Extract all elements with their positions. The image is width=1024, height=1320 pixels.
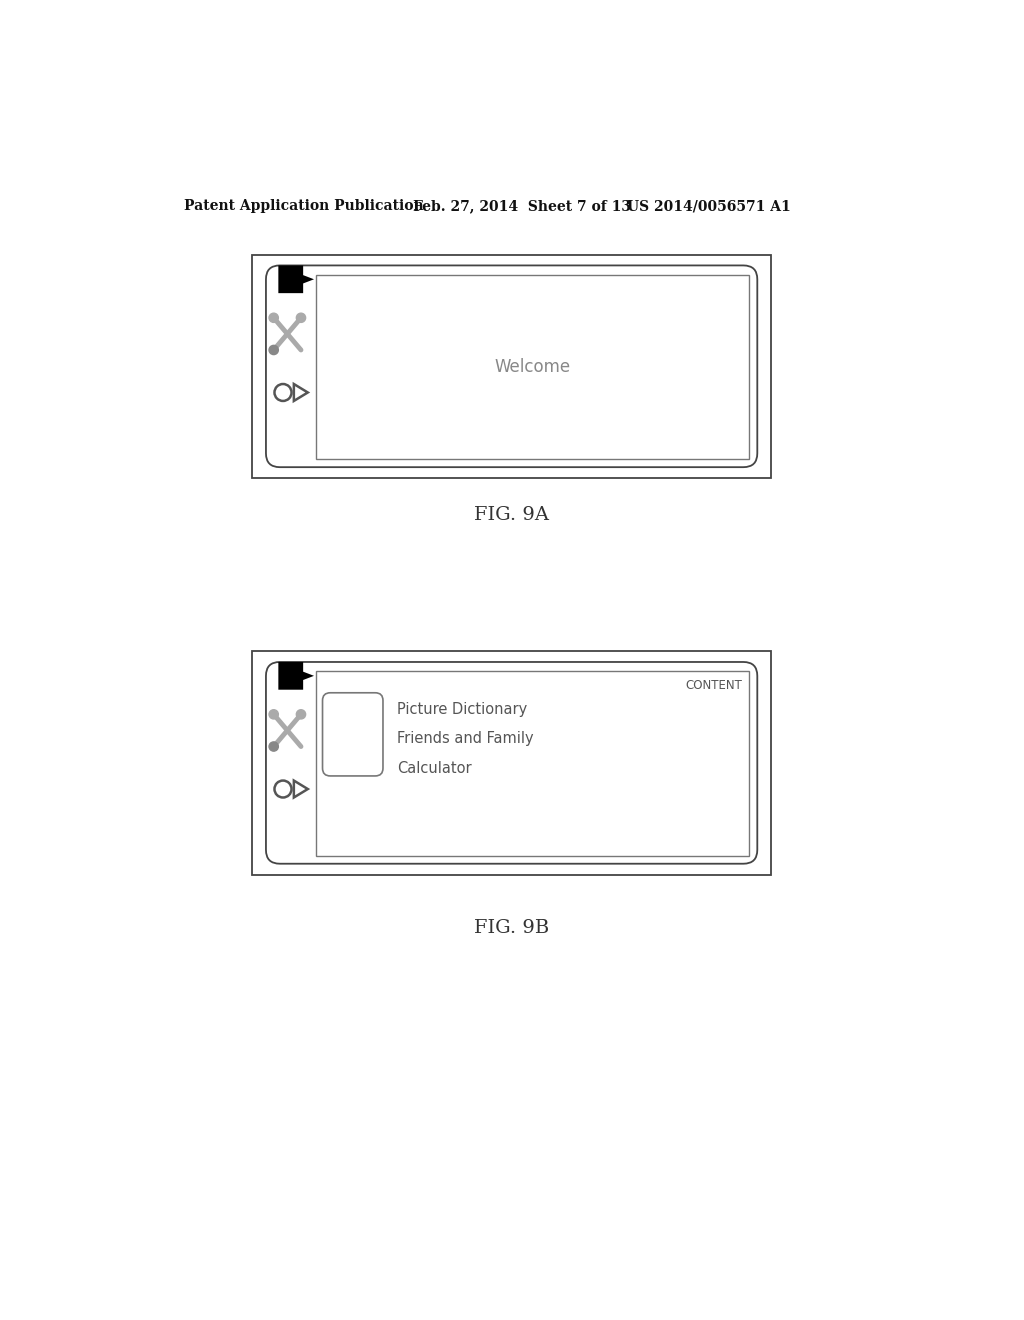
Circle shape <box>296 710 305 719</box>
Polygon shape <box>279 663 314 689</box>
Text: Picture Dictionary: Picture Dictionary <box>397 702 527 717</box>
Circle shape <box>269 313 279 322</box>
Text: Patent Application Publication: Patent Application Publication <box>183 199 424 213</box>
FancyBboxPatch shape <box>266 663 758 863</box>
Bar <box>316 671 749 857</box>
Text: Welcome: Welcome <box>495 358 570 376</box>
Circle shape <box>269 742 279 751</box>
Circle shape <box>269 346 279 355</box>
FancyBboxPatch shape <box>323 693 383 776</box>
Text: US 2014/0056571 A1: US 2014/0056571 A1 <box>627 199 791 213</box>
Bar <box>252 651 771 875</box>
FancyBboxPatch shape <box>266 265 758 467</box>
Circle shape <box>269 710 279 719</box>
Circle shape <box>296 313 305 322</box>
Polygon shape <box>279 265 314 293</box>
Circle shape <box>274 384 292 401</box>
Text: FIG. 9B: FIG. 9B <box>474 920 549 937</box>
Polygon shape <box>294 384 308 401</box>
Text: Friends and Family: Friends and Family <box>397 731 534 747</box>
Bar <box>316 275 749 459</box>
Text: Calculator: Calculator <box>397 760 471 776</box>
Circle shape <box>274 780 292 797</box>
Text: FIG. 9A: FIG. 9A <box>474 506 549 524</box>
Bar <box>252 255 771 478</box>
Polygon shape <box>294 780 308 797</box>
Text: Feb. 27, 2014  Sheet 7 of 13: Feb. 27, 2014 Sheet 7 of 13 <box>414 199 631 213</box>
Text: CONTENT: CONTENT <box>686 678 742 692</box>
